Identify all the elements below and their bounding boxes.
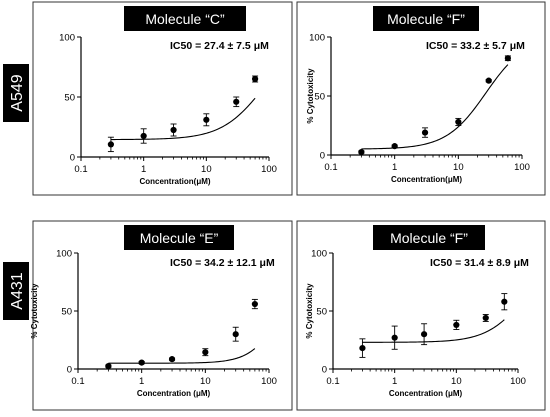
x-tick-label: 1 xyxy=(139,376,144,387)
row-label-a431-bg xyxy=(3,262,29,320)
y-tick-label: 50 xyxy=(64,93,75,104)
x-axis-label: Concentration(μM) xyxy=(391,175,462,184)
fit-curve xyxy=(362,319,505,343)
panel-title: Molecule “C” xyxy=(145,11,225,27)
x-tick-label: 100 xyxy=(514,162,530,173)
data-point xyxy=(485,77,492,84)
x-tick-label: 100 xyxy=(261,376,277,387)
x-tick-label: 100 xyxy=(510,376,526,387)
x-axis-label: Concentration(μM) xyxy=(139,177,210,186)
ic50-annotation: IC50 = 31.4 ± 8.9 μM xyxy=(430,257,529,269)
data-point xyxy=(138,359,145,366)
chart-panel-2: Molecule “F” IC50 = 33.2 ± 5.7 μM 0 50 100 0.… xyxy=(296,1,546,196)
chart-panel-3: Molecule “E” IC50 = 34.2 ± 12.1 μM 0 50 100 0… xyxy=(30,220,293,411)
chart-panel-1: Molecule “C” IC50 = 27.4 ± 7.5 μM 0 50 100 0.… xyxy=(32,1,293,196)
y-axis-label: % Cytotoxicity xyxy=(306,68,315,124)
y-axis-label: % Cytotoxicity xyxy=(305,283,314,339)
fit-curve xyxy=(108,348,256,364)
x-tick-label: 10 xyxy=(200,376,211,387)
row-label-a549-bg xyxy=(3,64,29,122)
y-tick-label: 100 xyxy=(309,33,325,44)
row-label-a549: A549 xyxy=(3,64,29,122)
row-label-a431-text: A431 xyxy=(9,272,26,309)
panel-title-bg xyxy=(124,225,234,250)
x-axis-label: Concentration (μM) xyxy=(389,389,463,398)
data-point xyxy=(421,129,429,136)
data-point xyxy=(391,143,398,150)
data-point xyxy=(391,334,398,341)
panel-frame xyxy=(296,1,546,196)
x-tick-label: 0.1 xyxy=(71,376,84,387)
y-tick-label: 0 xyxy=(322,365,327,376)
data-point xyxy=(251,300,258,308)
x-axis-label: Concentration (μM) xyxy=(137,389,211,398)
data-point xyxy=(168,356,176,363)
data-point xyxy=(501,298,508,305)
data-point xyxy=(420,331,428,338)
y-tick-label: 100 xyxy=(311,249,327,260)
chart-panel-4: Molecule “F” IC50 = 31.4 ± 8.9 μM 0 50 100 0.… xyxy=(296,220,546,411)
panel-title: Molecule “F” xyxy=(390,230,468,246)
y-tick-label: 50 xyxy=(61,307,72,318)
y-tick-label: 0 xyxy=(67,365,72,376)
fit-curve xyxy=(110,97,256,141)
data-point xyxy=(504,55,511,62)
data-point xyxy=(251,75,259,83)
x-tick-label: 0.1 xyxy=(74,164,87,175)
y-tick-label: 0 xyxy=(320,151,325,162)
panel-frame xyxy=(296,220,546,411)
y-tick-label: 100 xyxy=(56,249,72,260)
data-point xyxy=(202,349,209,356)
data-point xyxy=(455,118,462,126)
fit-curve xyxy=(361,64,509,150)
panel-title-bg xyxy=(124,6,246,31)
x-tick-label: 1 xyxy=(392,376,397,387)
panel-title-bg xyxy=(373,225,485,250)
panel-title: Molecule “F” xyxy=(387,11,465,27)
panel-title-bg xyxy=(373,6,479,31)
ic50-annotation: IC50 = 34.2 ± 12.1 μM xyxy=(170,257,275,269)
x-tick-label: 10 xyxy=(201,164,212,175)
data-point xyxy=(170,126,177,134)
x-tick-label: 0.1 xyxy=(326,376,339,387)
data-point xyxy=(140,132,147,140)
panels: Molecule “C”IC50 = 27.4 ± 7.5 μM0501000.… xyxy=(30,1,546,411)
x-tick-label: 1 xyxy=(392,162,397,173)
data-point xyxy=(359,345,366,352)
x-tick-label: 1 xyxy=(141,164,146,175)
row-label-a549-text: A549 xyxy=(9,74,26,111)
y-tick-label: 100 xyxy=(59,33,75,44)
panel-frame xyxy=(32,1,293,196)
x-tick-label: 10 xyxy=(451,376,462,387)
panel-frame xyxy=(32,220,293,411)
row-label-a431: A431 xyxy=(3,262,29,320)
x-tick-label: 10 xyxy=(453,162,464,173)
ic50-annotation: IC50 = 33.2 ± 5.7 μM xyxy=(426,40,525,52)
x-tick-label: 0.1 xyxy=(324,162,337,173)
data-point xyxy=(358,148,365,156)
panel-title: Molecule “E” xyxy=(140,230,219,246)
data-point xyxy=(233,98,240,105)
y-axis-label: % Cytotoxicity xyxy=(30,283,39,339)
ic50-annotation: IC50 = 27.4 ± 7.5 μM xyxy=(170,40,269,52)
data-point xyxy=(482,314,489,322)
data-point xyxy=(232,331,239,338)
x-tick-label: 100 xyxy=(261,164,277,175)
data-point xyxy=(453,321,460,329)
y-tick-label: 50 xyxy=(316,307,327,318)
y-tick-label: 0 xyxy=(70,153,75,164)
y-tick-label: 50 xyxy=(314,92,325,103)
data-point xyxy=(203,116,210,123)
data-point xyxy=(107,141,114,148)
data-point xyxy=(105,363,112,370)
